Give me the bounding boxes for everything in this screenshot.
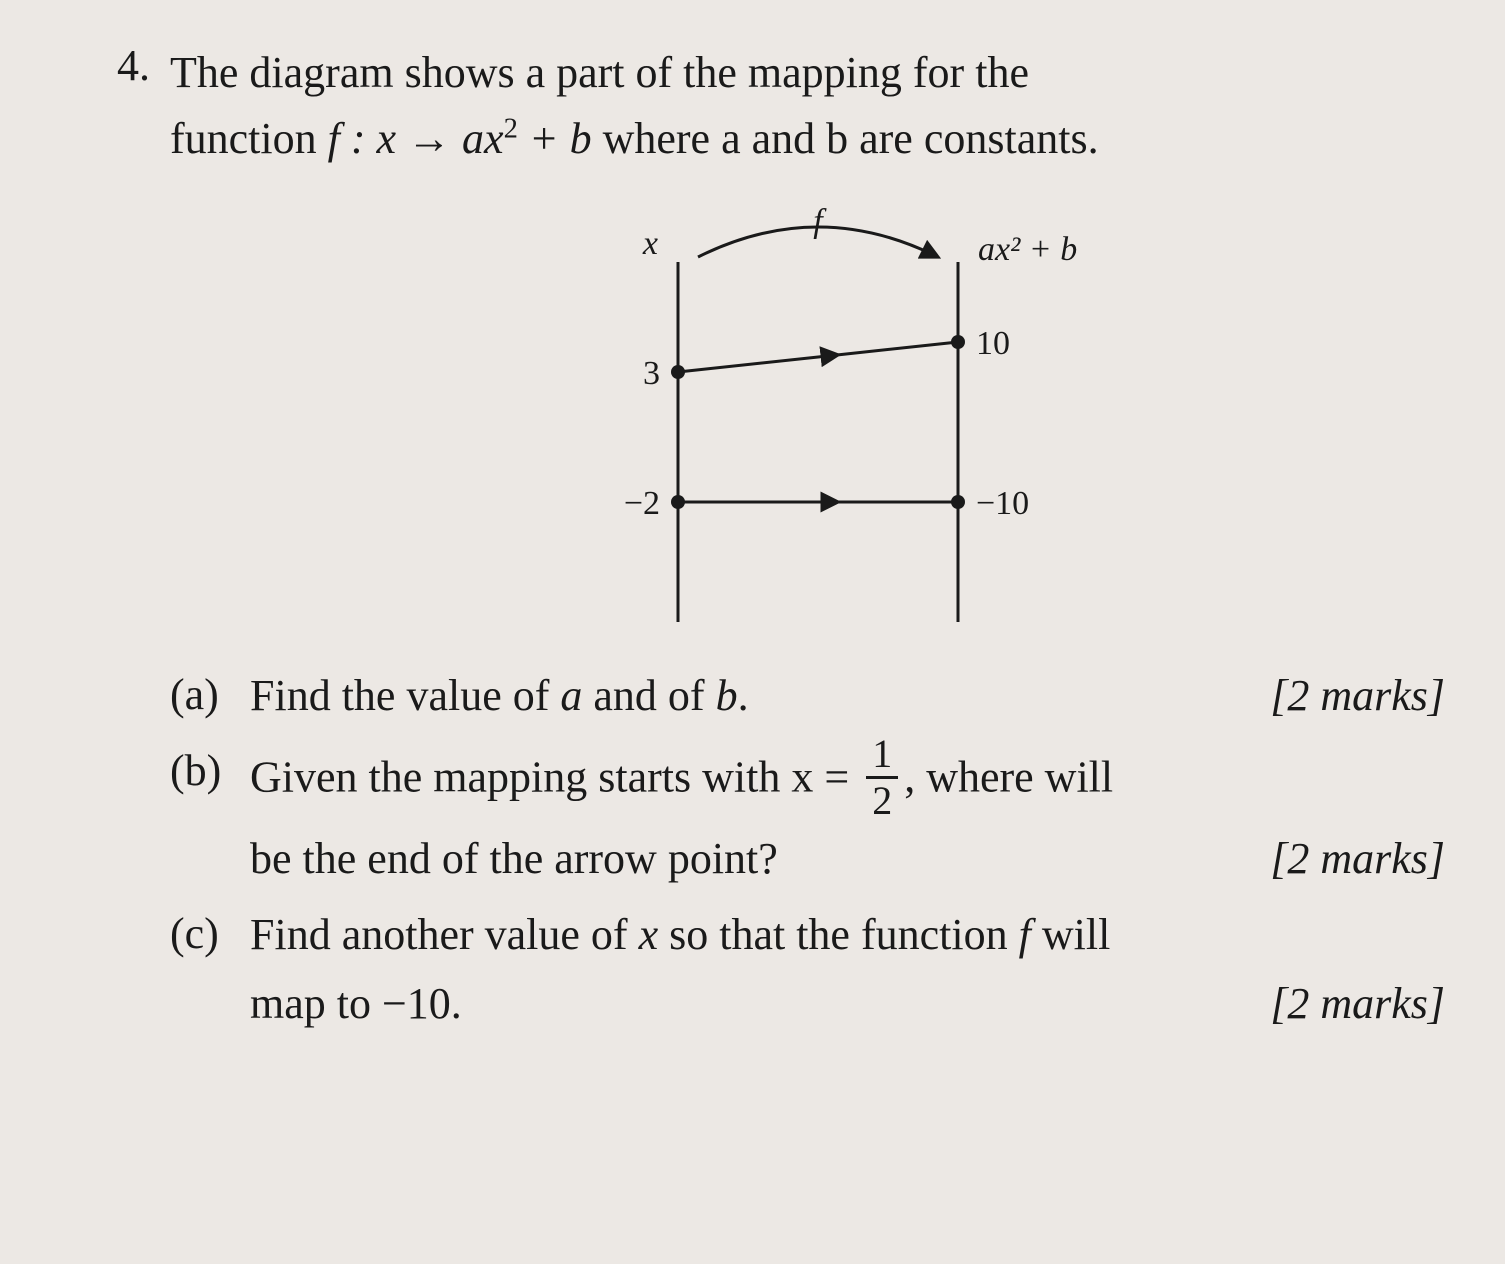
part-a-text: Find the value of a and of b. [2 marks]	[250, 662, 1445, 730]
svg-text:x: x	[641, 225, 657, 262]
part-b-line2: be the end of the arrow point?	[250, 825, 778, 893]
frac-den: 2	[866, 779, 898, 821]
svg-text:−10: −10	[976, 485, 1029, 522]
part-b-pre: Given the mapping starts with x =	[250, 753, 860, 802]
stem-line2-suffix: where a and b are constants.	[592, 114, 1099, 163]
part-c-text: Find another value of x so that the func…	[250, 901, 1445, 1037]
stem-func: f : x → ax	[328, 114, 504, 163]
part-a-marks: [2 marks]	[1270, 662, 1445, 730]
frac-num: 1	[866, 734, 898, 779]
part-b-label: (b)	[170, 738, 250, 804]
part-a-body: Find the value of a and of b.	[250, 662, 749, 730]
svg-text:10: 10	[976, 325, 1010, 362]
stem-exp: 2	[504, 113, 518, 144]
mapping-diagram: x ax² + b f 3 10 −2 −10	[498, 202, 1118, 632]
part-c: (c) Find another value of x so that the …	[170, 901, 1445, 1037]
svg-text:ax² + b: ax² + b	[978, 231, 1077, 268]
stem-line2-prefix: function	[170, 114, 328, 163]
stem-after-exp: + b	[518, 114, 592, 163]
parts: (a) Find the value of a and of b. [2 mar…	[170, 662, 1445, 1038]
svg-text:−2: −2	[623, 485, 659, 522]
svg-text:3: 3	[643, 355, 660, 392]
part-b-text: Given the mapping starts with x = 12, wh…	[250, 738, 1445, 893]
part-b: (b) Given the mapping starts with x = 12…	[170, 738, 1445, 893]
stem-line1: The diagram shows a part of the mapping …	[170, 48, 1029, 97]
mapping-diagram-wrap: x ax² + b f 3 10 −2 −10	[170, 202, 1445, 632]
part-c-line1: Find another value of x so that the func…	[250, 901, 1445, 969]
page: 4. The diagram shows a part of the mappi…	[0, 0, 1505, 1078]
question-stem: The diagram shows a part of the mapping …	[170, 40, 1445, 172]
part-b-marks: [2 marks]	[1270, 825, 1445, 893]
part-b-post: , where will	[904, 753, 1113, 802]
svg-text:f: f	[813, 203, 827, 240]
part-a: (a) Find the value of a and of b. [2 mar…	[170, 662, 1445, 730]
question-row: 4. The diagram shows a part of the mappi…	[60, 40, 1445, 1038]
part-a-label: (a)	[170, 662, 250, 728]
fraction-half: 12	[866, 734, 898, 821]
question-body: The diagram shows a part of the mapping …	[170, 40, 1445, 1038]
part-c-marks: [2 marks]	[1270, 970, 1445, 1038]
part-c-line2: map to −10.	[250, 970, 462, 1038]
question-number: 4.	[60, 40, 170, 91]
part-c-label: (c)	[170, 901, 250, 967]
